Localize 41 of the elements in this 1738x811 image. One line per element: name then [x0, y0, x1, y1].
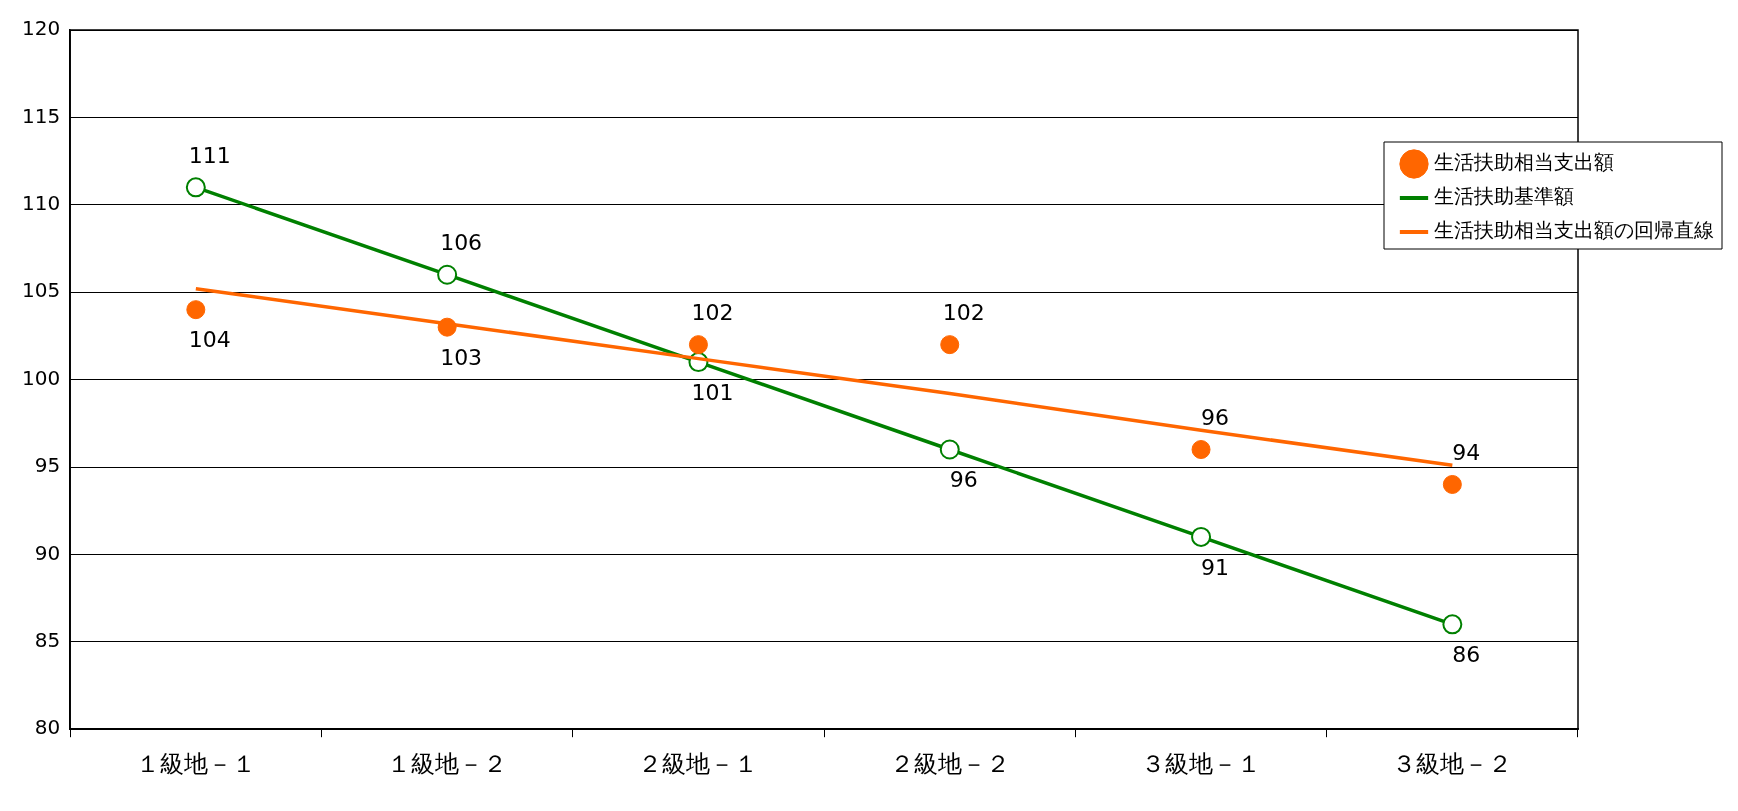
data-label: 91 [1201, 554, 1230, 580]
data-label: 94 [1452, 440, 1481, 466]
data-label: 106 [440, 230, 483, 256]
x-tick-label: １級地－１ [135, 749, 256, 778]
point [1442, 474, 1462, 494]
y-tick-label: 100 [21, 365, 61, 390]
point [437, 264, 458, 285]
legend-label: 生活扶助基準額 [1434, 184, 1574, 209]
point [939, 439, 960, 460]
y-tick-label: 120 [21, 16, 61, 41]
point [688, 335, 708, 355]
data-label: 111 [188, 143, 231, 169]
point [940, 335, 960, 355]
y-tick-label: 85 [34, 628, 61, 652]
y-tick-label: 115 [21, 103, 61, 128]
x-tick-label: ３級地－２ [1392, 749, 1513, 778]
y-tick-label: 90 [34, 540, 61, 565]
y-tick-label: 110 [21, 191, 61, 215]
data-label: 103 [440, 344, 483, 370]
data-label: 101 [691, 379, 734, 405]
data-label: 102 [942, 300, 985, 326]
point [185, 177, 206, 198]
legend-label: 生活扶助相当支出額 [1434, 150, 1614, 175]
data-label: 102 [691, 300, 734, 326]
x-tick-label: ３級地－１ [1141, 749, 1262, 778]
x-tick-label: ２級地－１ [638, 749, 759, 778]
y-tick-label: 95 [34, 453, 61, 478]
y-tick-label: 80 [34, 715, 61, 740]
point [1191, 526, 1212, 547]
data-label: 96 [1201, 405, 1230, 431]
y-tick-label: 105 [21, 278, 61, 303]
point [186, 300, 206, 320]
legend-label: 生活扶助相当支出額の回帰直線 [1434, 218, 1714, 243]
data-label: 86 [1452, 642, 1481, 668]
x-tick-label: ２級地－２ [889, 749, 1010, 778]
point [1191, 440, 1211, 460]
x-tick-label: １級地－２ [387, 749, 508, 778]
data-label: 104 [188, 327, 231, 353]
data-label: 96 [949, 467, 978, 493]
point [437, 317, 457, 337]
point [1442, 614, 1463, 635]
